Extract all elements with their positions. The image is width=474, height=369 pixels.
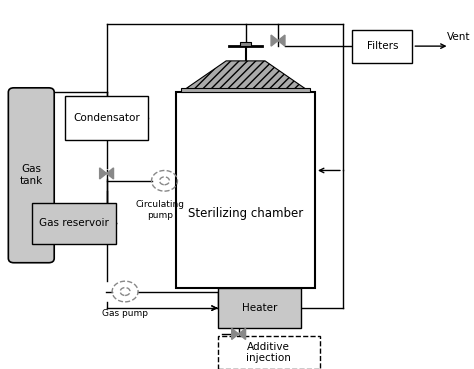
Bar	[181, 88, 310, 92]
Bar	[32, 203, 116, 244]
Text: Additive
injection: Additive injection	[246, 342, 291, 363]
Text: Circulating
pump: Circulating pump	[136, 200, 184, 220]
Polygon shape	[278, 35, 285, 46]
Polygon shape	[181, 61, 310, 92]
Polygon shape	[107, 168, 113, 179]
Bar	[218, 288, 301, 328]
Text: Heater: Heater	[242, 303, 277, 313]
Polygon shape	[271, 35, 278, 46]
Text: Condensator: Condensator	[73, 113, 140, 123]
Text: Vent: Vent	[447, 32, 471, 42]
Text: Gas
tank: Gas tank	[19, 165, 43, 186]
Text: Gas pump: Gas pump	[102, 309, 148, 318]
Text: Filters: Filters	[366, 41, 398, 51]
Text: Gas reservoir: Gas reservoir	[39, 218, 109, 228]
Polygon shape	[238, 328, 246, 339]
Polygon shape	[232, 328, 238, 339]
Bar	[176, 92, 315, 288]
Bar	[352, 30, 412, 63]
Text: Sterilizing chamber: Sterilizing chamber	[188, 207, 303, 220]
Bar	[240, 42, 251, 46]
Bar	[218, 336, 320, 369]
FancyBboxPatch shape	[9, 88, 54, 263]
Polygon shape	[100, 168, 107, 179]
Bar	[65, 96, 148, 140]
